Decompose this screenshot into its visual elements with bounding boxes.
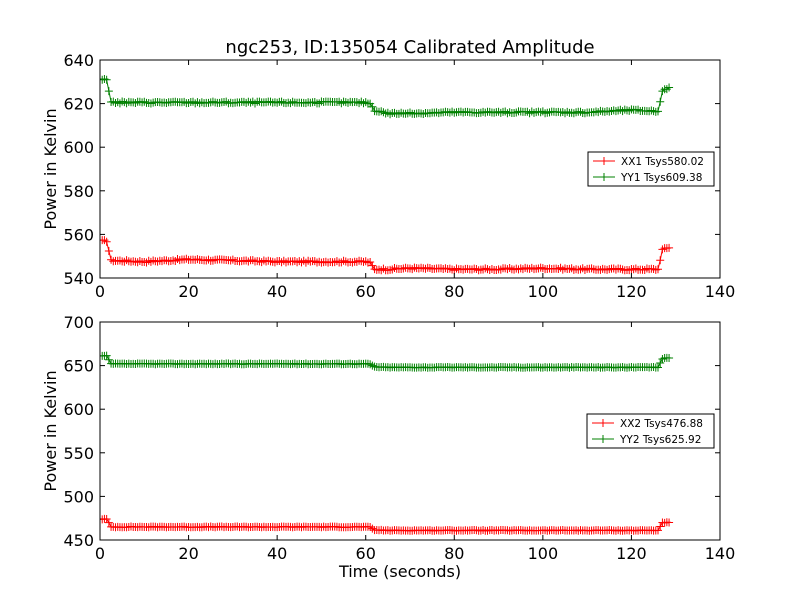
x-tick-label: 40 [267, 544, 287, 563]
x-tick-label: 120 [616, 282, 647, 301]
y-tick-label: 450 [63, 531, 94, 550]
x-tick-label: 140 [705, 544, 736, 563]
legend-marker [599, 435, 607, 443]
x-tick-label: 0 [95, 544, 105, 563]
plot-panel-1: 0 20 40 60 80 100 120 140 540 560 580 600 620 640 Powe… [41, 51, 735, 301]
y-tick-label: 580 [63, 182, 94, 201]
legend: XX2 Tsys476.88 YY2 Tsys625.92 [586, 413, 715, 449]
x-tick-label: 80 [444, 282, 464, 301]
y-tick-label: 500 [63, 487, 94, 506]
x-tick-label: 100 [528, 282, 559, 301]
data-point [656, 97, 665, 106]
data-point [368, 102, 377, 111]
legend-box [587, 151, 715, 187]
data-point [665, 353, 674, 362]
plot-panels: 0 20 40 60 80 100 120 140540560580600620640Powe… [41, 51, 735, 581]
y-tick-label: 600 [63, 400, 94, 419]
data-point [104, 87, 113, 96]
y-axis-label: Power in Kelvin [41, 370, 60, 491]
plot-panel-2: 0 20 40 60 80 100 120 140 450 500 550 600 650 700 Powe… [41, 313, 735, 581]
x-tick-label: 0 [95, 282, 105, 301]
series-1 [100, 514, 674, 535]
legend-box [586, 413, 715, 449]
data-point [654, 107, 662, 116]
legend-marker [600, 173, 608, 181]
x-tick-label: 100 [528, 544, 559, 563]
y-tick-label: 540 [63, 269, 94, 288]
data-point [102, 351, 111, 360]
data-point [654, 265, 662, 274]
y-tick-label: 620 [63, 95, 94, 114]
x-tick-label: 60 [356, 544, 376, 563]
x-axis-label: Time (seconds) [338, 562, 461, 581]
y-tick-label: 600 [63, 138, 94, 157]
y-tick-label: 550 [63, 444, 94, 463]
x-tick-label: 80 [444, 544, 464, 563]
x-tick-label: 20 [178, 282, 198, 301]
x-tick-label: 140 [705, 282, 736, 301]
x-tick-label: 40 [267, 282, 287, 301]
axes-frame [99, 59, 721, 279]
data-point [656, 359, 665, 368]
legend-label: XX1 Tsys580.02 [621, 156, 704, 168]
legend-marker [599, 419, 607, 427]
series-1 [100, 236, 674, 275]
data-point [102, 237, 111, 246]
axes-frame [99, 321, 721, 541]
y-axis-label: Power in Kelvin [41, 108, 60, 229]
legend: XX1 Tsys580.02 YY1 Tsys609.38 [587, 151, 715, 187]
data-point [104, 246, 113, 255]
data-point [665, 518, 674, 527]
y-tick-label: 650 [63, 357, 94, 376]
y-tick-label: 700 [63, 313, 94, 332]
x-tick-label: 20 [178, 544, 198, 563]
legend-label: XX2 Tsys476.88 [620, 418, 703, 430]
series-2 [100, 75, 674, 119]
data-point [102, 75, 111, 84]
data-point [104, 518, 113, 527]
legend-marker [600, 157, 608, 165]
x-tick-label: 120 [616, 544, 647, 563]
chart-title: ngc253, ID:135054 Calibrated Amplitude [225, 37, 594, 58]
data-point [665, 83, 674, 92]
data-point [656, 256, 665, 265]
data-point [665, 243, 674, 252]
series-2 [100, 351, 674, 372]
legend-label: YY2 Tsys625.92 [619, 434, 701, 446]
legend-label: YY1 Tsys609.38 [620, 172, 702, 184]
y-tick-label: 560 [63, 225, 94, 244]
data-point [654, 363, 662, 372]
x-tick-label: 60 [356, 282, 376, 301]
y-tick-label: 640 [63, 51, 94, 70]
